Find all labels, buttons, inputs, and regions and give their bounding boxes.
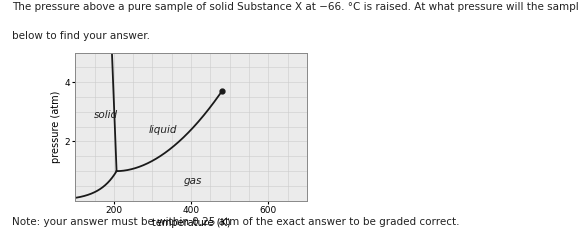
Text: below to find your answer.: below to find your answer. [12,31,149,41]
Text: liquid: liquid [149,125,177,135]
Y-axis label: pressure (atm): pressure (atm) [52,91,61,163]
X-axis label: temperature (K): temperature (K) [152,218,230,228]
Text: The pressure above a pure sample of solid Substance X at −66. °C is raised. At w: The pressure above a pure sample of soli… [12,2,579,12]
Text: solid: solid [94,110,118,120]
Text: Note: your answer must be within 0.25 atm of the exact answer to be graded corre: Note: your answer must be within 0.25 at… [12,217,459,227]
Text: gas: gas [184,176,201,186]
